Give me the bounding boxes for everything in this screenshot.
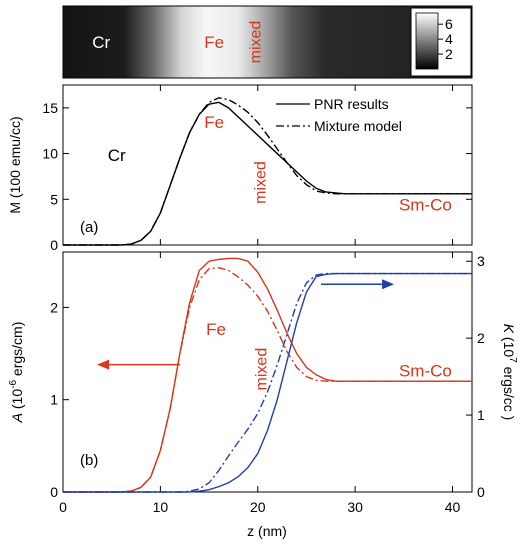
ylabel-right-unit: ergs/cc )	[501, 363, 517, 421]
ylabel-right-base: (10	[501, 333, 517, 357]
colorbar: 246	[410, 7, 472, 77]
a-annotation-1: Fe	[204, 113, 224, 132]
panel-a-ticks: 0 5 10 15	[42, 85, 472, 253]
b-annotation-2: Sm-Co	[399, 362, 452, 381]
panel-a-annotations: Cr Fe mixed Sm-Co	[108, 113, 452, 214]
x-axis-label: z (nm)	[247, 523, 287, 539]
panel-b-frame	[62, 251, 473, 493]
a-ytick-label-1: 5	[50, 191, 58, 207]
b-xtick-label-2: 20	[250, 499, 266, 515]
ylabel-right-var: K	[501, 324, 517, 334]
panel-b-annotations: Fe mixed Sm-Co	[206, 320, 452, 390]
composition-strip-border	[62, 5, 473, 79]
ylabel-right-exp: 7	[507, 357, 518, 363]
b-annotation-0: Fe	[206, 320, 226, 339]
panel-b-label: (b)	[80, 452, 98, 469]
b-xtick-label-0: 0	[59, 499, 67, 515]
b-xtick-label-4: 40	[445, 499, 461, 515]
colorbar-tick-label-0: 2	[445, 46, 453, 62]
panel-a-ylabel: M (100 emu/cc)	[7, 116, 23, 213]
b-ytick-right-label-3: 3	[477, 253, 485, 269]
ylabel-left-unit: ergs/cm)	[9, 322, 25, 380]
a-ytick-label-0: 0	[50, 237, 58, 253]
b-ytick-left-label-1: 1	[50, 392, 58, 408]
b-arrow-head-0	[97, 359, 110, 370]
b-ytick-left-label-2: 2	[50, 299, 58, 315]
b-arrow-head-1	[382, 279, 395, 290]
panel-a: 0 5 10 15 Cr Fe mixed Sm-Co (a) M (100 emu/cc)…	[7, 84, 473, 253]
colorbar-gradient	[415, 12, 439, 70]
b-ytick-right-label-2: 2	[477, 330, 485, 346]
ylabel-left-exp: -6	[8, 380, 19, 389]
strip-label-1: Fe	[204, 33, 224, 52]
strip-label-0: Cr	[92, 33, 110, 52]
panel-a-series	[63, 97, 472, 246]
panel-b-series	[63, 257, 472, 493]
ylabel-left-var: A	[9, 413, 25, 423]
b-annotation-1: mixed	[254, 348, 271, 391]
strip-label-2: mixed	[248, 21, 265, 64]
b-series-0	[63, 257, 472, 493]
panel-b-ylabel-right: K (107 ergs/cc )	[501, 324, 518, 421]
a-ytick-label-3: 15	[42, 100, 58, 116]
a-annotation-3: Sm-Co	[399, 195, 452, 214]
panel-a-frame	[62, 84, 473, 246]
a-ytick-label-2: 10	[42, 146, 58, 162]
b-xtick-label-1: 10	[153, 499, 169, 515]
colorbar-tick-label-2: 6	[445, 16, 453, 32]
panel-a-legend: PNR results Mixture model	[276, 96, 402, 134]
panel-a-label: (a)	[80, 219, 98, 236]
a-annotation-2: mixed	[253, 161, 270, 204]
b-ytick-right-label-0: 0	[477, 484, 485, 500]
colorbar-tick-label-1: 4	[445, 31, 453, 47]
b-xtick-label-3: 30	[347, 499, 363, 515]
b-ytick-left-label-0: 0	[50, 484, 58, 500]
panel-b-ylabel-left: A (10-6 ergs/cm)	[8, 322, 25, 424]
a-series-1	[63, 97, 472, 246]
b-ytick-right-label-1: 1	[477, 407, 485, 423]
colorbar-ticks: 246	[438, 16, 453, 62]
ylabel-left-base: (10	[9, 389, 25, 413]
panel-b-arrows	[97, 279, 395, 370]
a-annotation-0: Cr	[108, 146, 126, 165]
composition-strip-image	[63, 6, 472, 78]
legend-label-mixture: Mixture model	[314, 118, 402, 134]
legend-label-pnr: PNR results	[314, 96, 389, 112]
